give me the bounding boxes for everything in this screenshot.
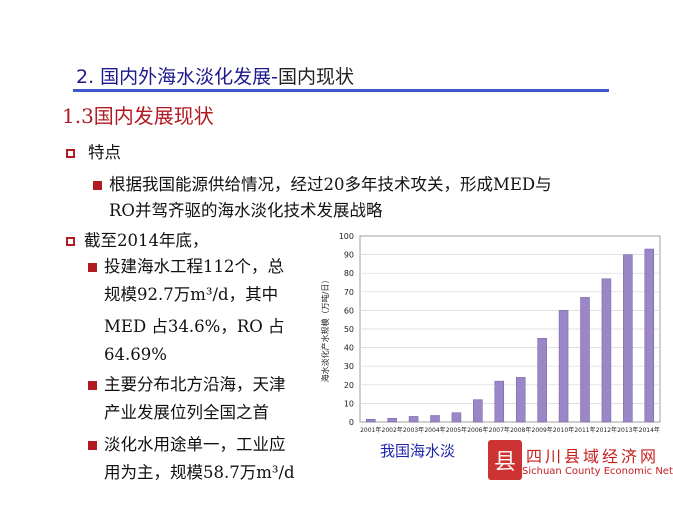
status-item3-line2: 用为主，规模58.7万m³/d <box>104 463 295 482</box>
title-main: 2. 国内外海水淡化发展 <box>76 66 272 88</box>
bar <box>473 399 483 423</box>
y-tick-label: 50 <box>344 325 354 334</box>
bar <box>580 297 590 423</box>
title-tail: 国内现状 <box>278 66 355 88</box>
x-tick-label: 2005年 <box>446 426 467 434</box>
status-item1-line4: 64.69% <box>104 345 167 364</box>
x-tick-label: 2012年 <box>596 426 617 434</box>
x-tick-label: 2014年 <box>639 426 660 434</box>
status-item2-line2: 产业发展位列全国之首 <box>104 403 269 422</box>
y-tick-label: 0 <box>349 418 354 427</box>
bar <box>623 254 633 423</box>
x-tick-label: 2013年 <box>617 426 638 434</box>
x-tick-label: 2011年 <box>574 426 595 434</box>
bar <box>644 248 655 423</box>
hollow-square-bullet <box>66 149 75 158</box>
bar <box>387 418 397 423</box>
y-axis-label: 海水淡化产水规模（万吨/日） <box>320 276 330 383</box>
slide-title: 2. 国内外海水淡化发展-国内现状 <box>76 62 354 89</box>
status-item2-line1: 主要分布北方沿海，天津 <box>104 375 286 394</box>
square-bullet <box>88 263 97 272</box>
bar <box>601 278 612 423</box>
y-tick-label: 70 <box>344 288 354 297</box>
y-tick-label: 20 <box>344 381 354 390</box>
x-tick-label: 2003年 <box>403 426 424 434</box>
x-tick-label: 2009年 <box>532 426 553 434</box>
status-item1-line2: 规模92.7万m³/d，其中 <box>104 285 279 304</box>
x-tick-label: 2007年 <box>489 426 510 434</box>
title-divider <box>73 89 609 92</box>
y-tick-label: 100 <box>339 232 354 241</box>
title-dash: - <box>271 66 279 88</box>
status-heading: 截至2014年底， <box>84 231 209 250</box>
x-tick-label: 2004年 <box>424 426 445 434</box>
watermark-text: 四川县域经济网 <box>526 447 660 466</box>
y-tick-label: 30 <box>344 362 354 371</box>
x-tick-label: 2008年 <box>510 426 531 434</box>
watermark-english: Sichuan County Economic Net <box>522 466 673 477</box>
bar <box>451 412 462 423</box>
watermark-seal: 县 <box>488 440 522 480</box>
features-item1-line1: 根据我国能源供给情况，经过20多年技术攻关，形成MED与 <box>109 175 552 194</box>
bar <box>515 377 526 423</box>
y-tick-label: 40 <box>344 344 354 353</box>
features-heading: 特点 <box>88 143 121 162</box>
bar <box>430 415 440 423</box>
y-tick-label: 60 <box>344 306 354 315</box>
status-item3-line1: 淡化水用途单一，工业应 <box>104 435 286 454</box>
x-tick-label: 2001年 <box>360 426 381 434</box>
bar <box>365 418 376 423</box>
square-bullet <box>88 441 97 450</box>
x-tick-label: 2006年 <box>467 426 488 434</box>
square-bullet <box>88 381 97 390</box>
bar <box>494 380 505 423</box>
y-tick-label: 90 <box>344 251 354 260</box>
bar <box>537 338 547 423</box>
square-bullet <box>93 181 102 190</box>
y-tick-label: 10 <box>344 399 354 408</box>
y-tick-label: 80 <box>344 269 354 278</box>
chart-caption: 我国海水淡 <box>380 442 456 460</box>
section-subtitle: 1.3国内发展现状 <box>62 104 214 128</box>
features-item1-line2: RO并驾齐驱的海水淡化技术发展战略 <box>109 201 383 220</box>
hollow-square-bullet <box>66 237 75 246</box>
x-tick-label: 2002年 <box>382 426 403 434</box>
bar <box>558 310 569 423</box>
x-tick-label: 2010年 <box>553 426 574 434</box>
status-item1-line1: 投建海水工程112个，总 <box>104 257 284 276</box>
status-item1-line3: MED 占34.6%，RO 占 <box>104 317 285 336</box>
bar <box>408 416 419 423</box>
